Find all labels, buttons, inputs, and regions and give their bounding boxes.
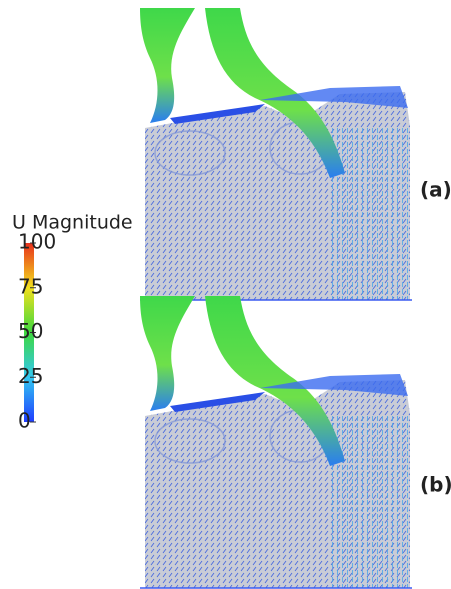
panel-label: (b) [420, 473, 451, 497]
figure: (a) (b) U Magnitude 0255075100 [0, 0, 451, 589]
flow-field-a [140, 8, 412, 300]
tick-label: 75 [18, 274, 43, 298]
tick-label: 25 [18, 364, 43, 388]
tick-label: 100 [18, 230, 56, 254]
colorbar-ticks: 0 25 50 75 100 [18, 230, 56, 433]
panel-label: (a) [420, 178, 451, 202]
tick-label: 50 [18, 319, 43, 343]
tick-label: 0 [18, 409, 31, 433]
flow-field-b [140, 296, 412, 588]
